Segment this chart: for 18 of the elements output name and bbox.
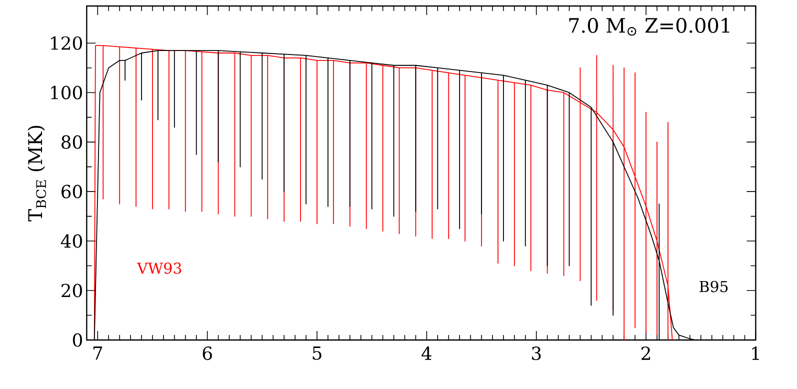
y-tick-label: 120 <box>51 36 82 50</box>
x-tick-label: 3 <box>532 346 541 360</box>
y-tick-label: 20 <box>62 284 82 298</box>
y-tick-label: 0 <box>72 333 82 347</box>
x-tick-label: 2 <box>642 346 650 360</box>
legend-label: B95 <box>700 280 728 292</box>
x-tick-label: 6 <box>202 346 212 360</box>
y-tick-label: 100 <box>51 86 82 100</box>
x-tick-label: 7 <box>93 346 102 360</box>
x-tick-label: 4 <box>422 346 432 360</box>
y-tick-label: 40 <box>60 234 82 248</box>
text: VW93 <box>136 262 182 274</box>
y-axis-title: T$_{BCE}$ (MK) <box>28 126 46 222</box>
y-tick-label: 80 <box>62 135 82 149</box>
text: 7.0 M$_{⊙}$ Z=0.001 <box>569 18 730 36</box>
y-tick-label: 60 <box>62 184 82 198</box>
x-tick-label: 1 <box>752 346 759 360</box>
x-tick-label: 5 <box>312 346 322 360</box>
